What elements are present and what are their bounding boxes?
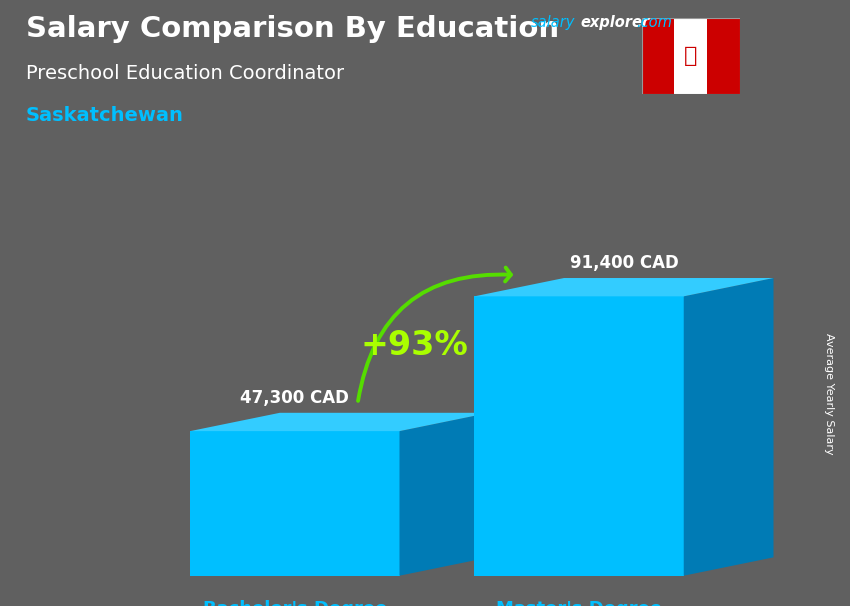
Text: Bachelor's Degree: Bachelor's Degree	[202, 600, 387, 606]
Text: Average Yearly Salary: Average Yearly Salary	[824, 333, 834, 454]
Text: 🍁: 🍁	[684, 46, 697, 66]
Polygon shape	[707, 18, 740, 94]
Text: 47,300 CAD: 47,300 CAD	[241, 388, 349, 407]
Polygon shape	[474, 278, 774, 296]
Text: salary: salary	[531, 15, 575, 30]
Text: .com: .com	[637, 15, 672, 30]
Polygon shape	[642, 18, 674, 94]
Text: explorer: explorer	[581, 15, 649, 30]
Polygon shape	[474, 296, 683, 576]
Polygon shape	[190, 413, 490, 431]
Text: +93%: +93%	[360, 329, 468, 362]
Polygon shape	[400, 413, 490, 576]
Polygon shape	[190, 431, 400, 576]
Text: Saskatchewan: Saskatchewan	[26, 106, 184, 125]
Text: 91,400 CAD: 91,400 CAD	[570, 254, 678, 272]
Text: Preschool Education Coordinator: Preschool Education Coordinator	[26, 64, 343, 82]
Polygon shape	[674, 18, 707, 94]
Text: Master's Degree: Master's Degree	[496, 600, 662, 606]
Polygon shape	[683, 278, 774, 576]
Text: Salary Comparison By Education: Salary Comparison By Education	[26, 15, 558, 43]
